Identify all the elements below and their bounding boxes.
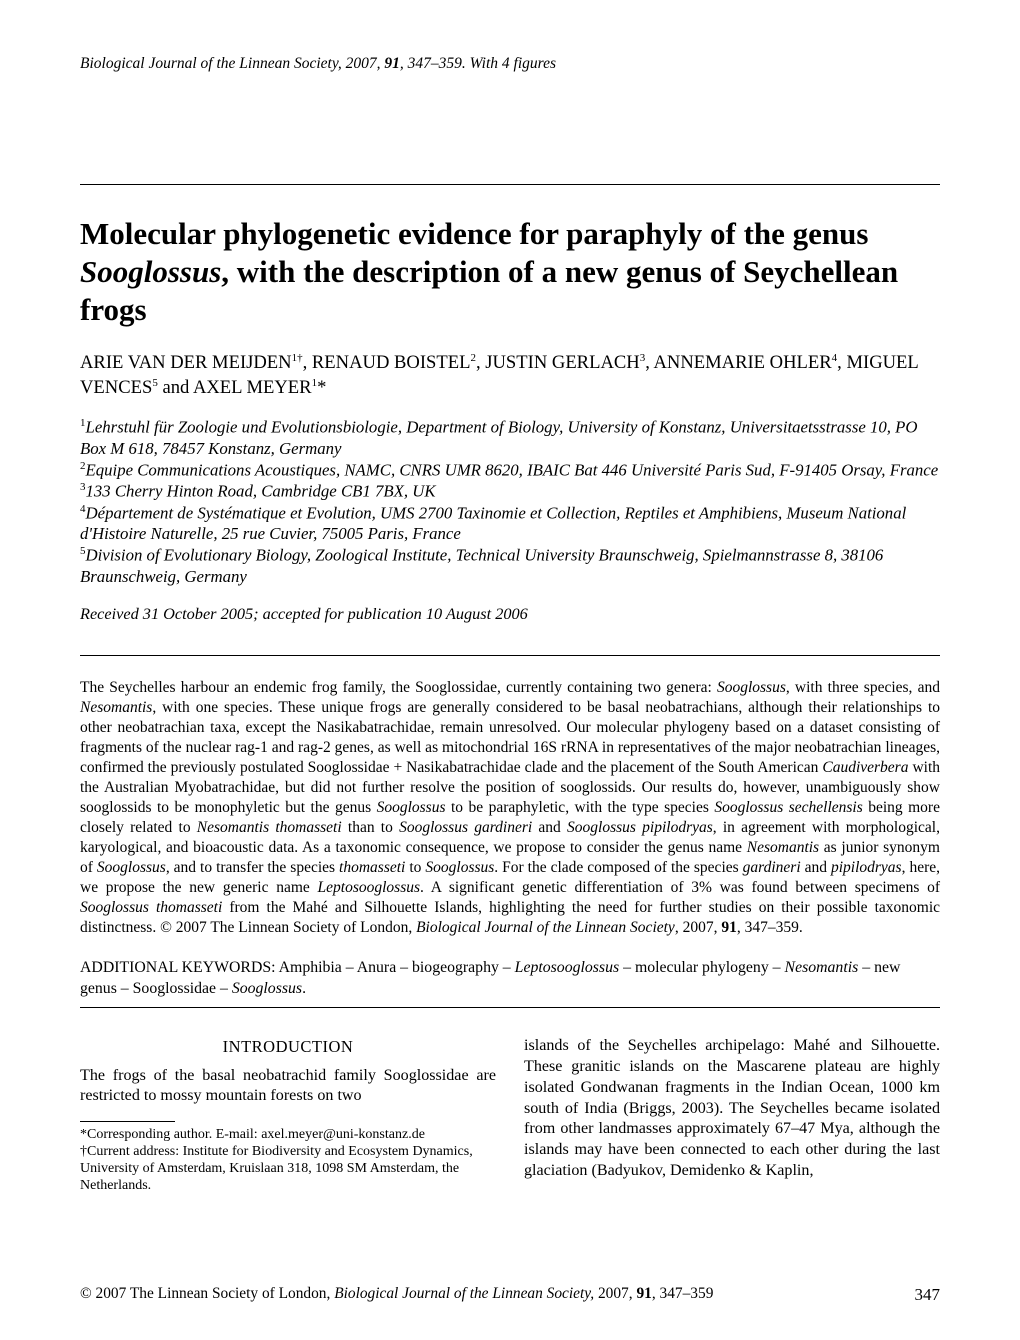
author-4: ANNEMARIE OHLER <box>653 352 831 373</box>
affil-2: Equipe Communications Acoustiques, NAMC,… <box>86 460 939 479</box>
article-title: Molecular phylogenetic evidence for para… <box>80 215 940 329</box>
author-3: JUSTIN GERLACH <box>485 352 639 373</box>
rule-above-abstract <box>80 655 940 656</box>
page-footer: © 2007 The Linnean Society of London, Bi… <box>80 1284 940 1306</box>
affil-4: Département de Systématique et Evolution… <box>80 503 906 543</box>
running-head-journal: Biological Journal of the Linnean Societ… <box>80 55 338 72</box>
affil-3: 133 Cherry Hinton Road, Cambridge CB1 7B… <box>86 482 436 501</box>
footnotes: *Corresponding author. E-mail: axel.meye… <box>80 1126 496 1194</box>
rule-below-keywords <box>80 1007 940 1008</box>
title-genus: Sooglossus <box>80 254 221 289</box>
author-corr-mark: * <box>317 377 326 398</box>
footer-copyright: © 2007 The Linnean Society of London, Bi… <box>80 1284 713 1306</box>
intro-para-right: islands of the Seychelles archipelago: M… <box>524 1036 940 1182</box>
author-5-sup: 5 <box>152 377 158 389</box>
affil-1: Lehrstuhl für Zoologie und Evolutionsbio… <box>80 418 918 458</box>
footnote-corresponding: *Corresponding author. E-mail: axel.meye… <box>80 1126 496 1143</box>
keywords-lead: ADDITIONAL KEYWORDS: <box>80 959 279 976</box>
intro-para-left: The frogs of the basal neobatrachid fami… <box>80 1066 496 1108</box>
received-line: Received 31 October 2005; accepted for p… <box>80 604 940 625</box>
column-left: INTRODUCTION The frogs of the basal neob… <box>80 1036 496 1194</box>
author-6: AXEL MEYER <box>193 377 312 398</box>
section-heading-introduction: INTRODUCTION <box>80 1036 496 1057</box>
running-head: Biological Journal of the Linnean Societ… <box>80 54 940 74</box>
affiliations: 1Lehrstuhl für Zoologie und Evolutionsbi… <box>80 417 940 588</box>
author-1: ARIE VAN DER MEIJDEN <box>80 352 292 373</box>
running-head-year: 2007 <box>346 55 377 72</box>
running-head-volume: 91 <box>384 55 400 72</box>
page-number: 347 <box>915 1284 941 1306</box>
two-column-body: INTRODUCTION The frogs of the basal neob… <box>80 1036 940 1194</box>
affil-5: Division of Evolutionary Biology, Zoolog… <box>80 546 883 586</box>
author-1-sup: 1† <box>292 352 303 364</box>
abstract: The Seychelles harbour an endemic frog f… <box>80 678 940 939</box>
rule-top <box>80 184 940 185</box>
footnote-current-address: †Current address: Institute for Biodiver… <box>80 1143 496 1194</box>
running-head-figures: With 4 figures <box>470 55 556 72</box>
running-head-pages: 347–359 <box>408 55 462 72</box>
footnote-rule <box>80 1121 175 1122</box>
author-line: ARIE VAN DER MEIJDEN1†, RENAUD BOISTEL2,… <box>80 351 940 401</box>
keywords: ADDITIONAL KEYWORDS: Amphibia – Anura – … <box>80 957 940 1000</box>
column-right: islands of the Seychelles archipelago: M… <box>524 1036 940 1194</box>
author-2: RENAUD BOISTEL <box>312 352 471 373</box>
page-root: Biological Journal of the Linnean Societ… <box>0 0 1020 1340</box>
title-pre: Molecular phylogenetic evidence for para… <box>80 216 868 251</box>
